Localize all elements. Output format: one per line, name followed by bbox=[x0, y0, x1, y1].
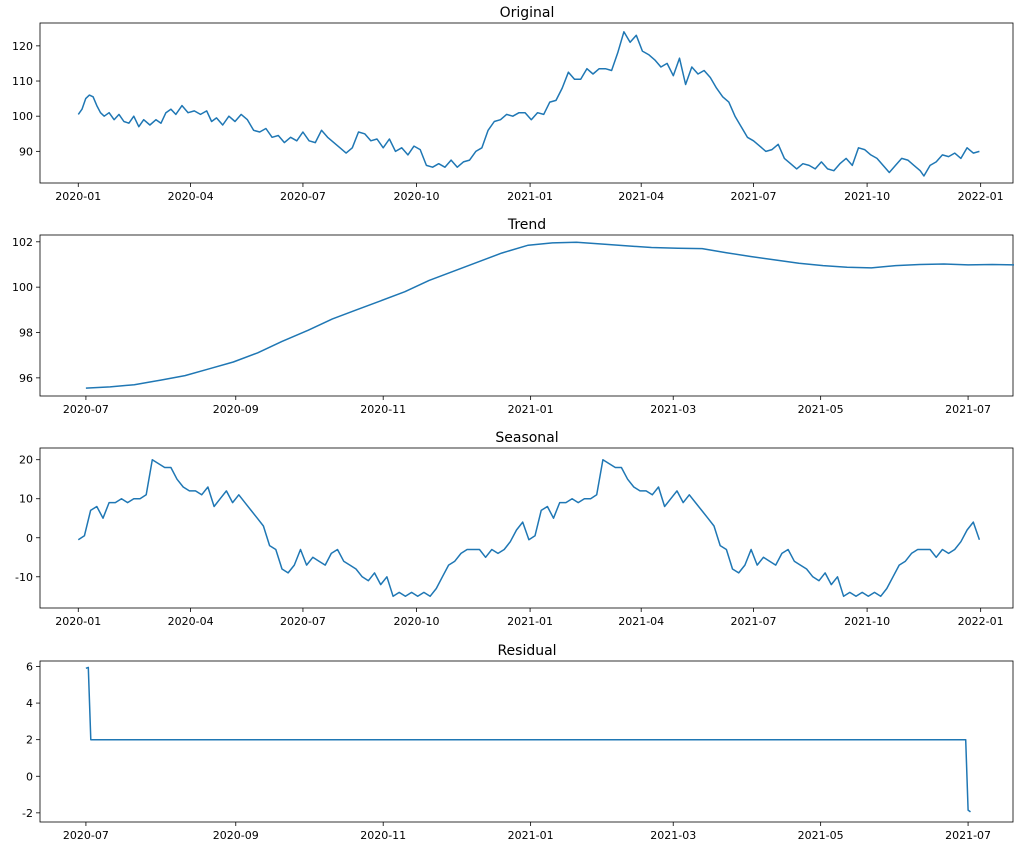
y-tick-label: 10 bbox=[19, 493, 33, 506]
x-tick-label: 2021-07 bbox=[731, 615, 777, 628]
series-line bbox=[77, 458, 981, 598]
y-tick-label: 110 bbox=[12, 75, 33, 88]
x-tick-label: 2021-07 bbox=[945, 403, 991, 416]
panel-title: Original bbox=[500, 5, 555, 21]
axes-frame bbox=[39, 22, 1014, 184]
x-tick-label: 2020-11 bbox=[360, 403, 406, 416]
x-tick-label: 2021-03 bbox=[650, 829, 696, 842]
x-tick-label: 2021-01 bbox=[508, 829, 554, 842]
x-tick-label: 2020-11 bbox=[360, 829, 406, 842]
x-tick-label: 2020-01 bbox=[55, 190, 101, 203]
x-tick-label: 2021-04 bbox=[618, 615, 664, 628]
y-tick-label: 2 bbox=[26, 734, 33, 747]
x-tick-label: 2020-09 bbox=[213, 403, 259, 416]
x-tick-label: 2020-07 bbox=[63, 829, 109, 842]
trend-panel: Trend 2020-07 2020-09 2020-11 2021-01 2021-0… bbox=[12, 217, 1014, 416]
y-tick-label: 4 bbox=[26, 697, 33, 710]
x-tick-label: 2021-10 bbox=[844, 615, 890, 628]
seasonal-panel: Seasonal 2020-01 2020-04 2020-07 2020-10 202… bbox=[15, 430, 1014, 628]
y-tick-label: -10 bbox=[15, 571, 33, 584]
x-tick-label: 2021-07 bbox=[945, 829, 991, 842]
y-tick-label: 0 bbox=[26, 532, 33, 545]
x-tick-label: 2020-01 bbox=[55, 615, 101, 628]
y-tick-label: -2 bbox=[22, 807, 33, 820]
series-line bbox=[85, 241, 1014, 389]
x-tick-label: 2021-04 bbox=[618, 190, 664, 203]
y-tick-label: 98 bbox=[19, 327, 33, 340]
y-tick-label: 96 bbox=[19, 372, 33, 385]
y-tick-label: 102 bbox=[12, 236, 33, 249]
x-tick-label: 2020-04 bbox=[168, 615, 214, 628]
x-tick-label: 2021-07 bbox=[731, 190, 777, 203]
axes-frame bbox=[39, 447, 1014, 609]
x-tick-label: 2020-10 bbox=[394, 615, 440, 628]
series-line bbox=[77, 31, 980, 177]
y-tick-label: 20 bbox=[19, 454, 33, 467]
x-tick-label: 2020-07 bbox=[280, 190, 326, 203]
panel-title: Residual bbox=[497, 643, 556, 659]
series-line bbox=[85, 666, 971, 813]
y-tick-label: 6 bbox=[26, 660, 33, 673]
axes-frame bbox=[39, 234, 1014, 397]
panel-title: Trend bbox=[507, 217, 546, 233]
y-tick-label: 120 bbox=[12, 40, 33, 53]
x-tick-label: 2021-05 bbox=[798, 403, 844, 416]
axes-frame bbox=[39, 660, 1014, 823]
x-tick-label: 2020-07 bbox=[63, 403, 109, 416]
y-tick-label: 90 bbox=[19, 145, 33, 158]
x-tick-label: 2020-07 bbox=[280, 615, 326, 628]
x-tick-label: 2020-09 bbox=[213, 829, 259, 842]
original-panel: Original 2020-01 2020-04 2020-07 2020-10 202… bbox=[12, 5, 1014, 203]
x-tick-label: 2021-10 bbox=[844, 190, 890, 203]
x-tick-label: 2021-01 bbox=[508, 403, 554, 416]
x-tick-label: 2022-01 bbox=[958, 615, 1004, 628]
y-tick-label: 0 bbox=[26, 770, 33, 783]
y-tick-label: 100 bbox=[12, 110, 33, 123]
y-tick-label: 100 bbox=[12, 281, 33, 294]
x-tick-label: 2021-01 bbox=[507, 615, 553, 628]
x-tick-label: 2022-01 bbox=[958, 190, 1004, 203]
x-tick-label: 2020-04 bbox=[168, 190, 214, 203]
panel-title: Seasonal bbox=[495, 430, 558, 446]
residual-panel: Residual 2020-07 2020-09 2020-11 2021-01 202… bbox=[22, 643, 1014, 842]
x-tick-label: 2020-10 bbox=[394, 190, 440, 203]
x-tick-label: 2021-01 bbox=[507, 190, 553, 203]
x-tick-label: 2021-05 bbox=[798, 829, 844, 842]
x-tick-label: 2021-03 bbox=[650, 403, 696, 416]
